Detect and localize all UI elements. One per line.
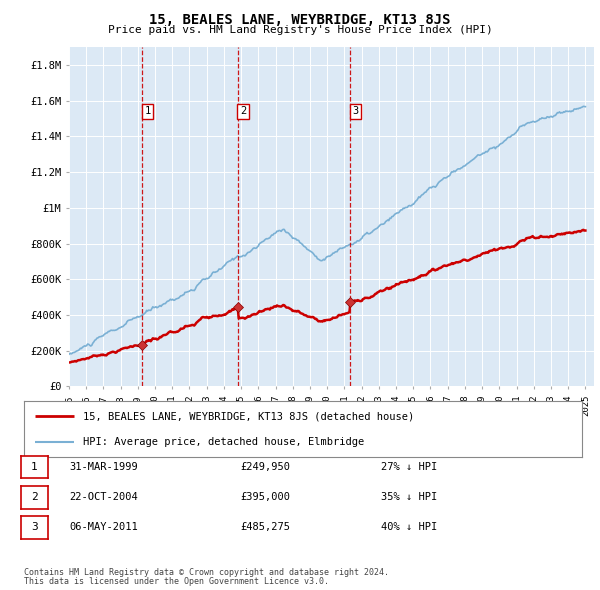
Text: 15, BEALES LANE, WEYBRIDGE, KT13 8JS: 15, BEALES LANE, WEYBRIDGE, KT13 8JS [149,13,451,27]
Text: 1: 1 [144,106,151,116]
Text: This data is licensed under the Open Government Licence v3.0.: This data is licensed under the Open Gov… [24,577,329,586]
Text: Contains HM Land Registry data © Crown copyright and database right 2024.: Contains HM Land Registry data © Crown c… [24,568,389,577]
Text: £395,000: £395,000 [240,493,290,502]
Text: 3: 3 [352,106,359,116]
Text: 06-MAY-2011: 06-MAY-2011 [69,523,138,532]
Text: £249,950: £249,950 [240,463,290,472]
Text: £485,275: £485,275 [240,523,290,532]
Text: 31-MAR-1999: 31-MAR-1999 [69,463,138,472]
Text: 27% ↓ HPI: 27% ↓ HPI [381,463,437,472]
Text: 15, BEALES LANE, WEYBRIDGE, KT13 8JS (detached house): 15, BEALES LANE, WEYBRIDGE, KT13 8JS (de… [83,411,414,421]
Text: 22-OCT-2004: 22-OCT-2004 [69,493,138,502]
Text: HPI: Average price, detached house, Elmbridge: HPI: Average price, detached house, Elmb… [83,437,364,447]
Text: 40% ↓ HPI: 40% ↓ HPI [381,523,437,532]
Text: 3: 3 [31,523,38,532]
Text: 2: 2 [240,106,246,116]
Text: 1: 1 [31,463,38,472]
Text: 35% ↓ HPI: 35% ↓ HPI [381,493,437,502]
Text: 2: 2 [31,493,38,502]
Text: Price paid vs. HM Land Registry's House Price Index (HPI): Price paid vs. HM Land Registry's House … [107,25,493,35]
